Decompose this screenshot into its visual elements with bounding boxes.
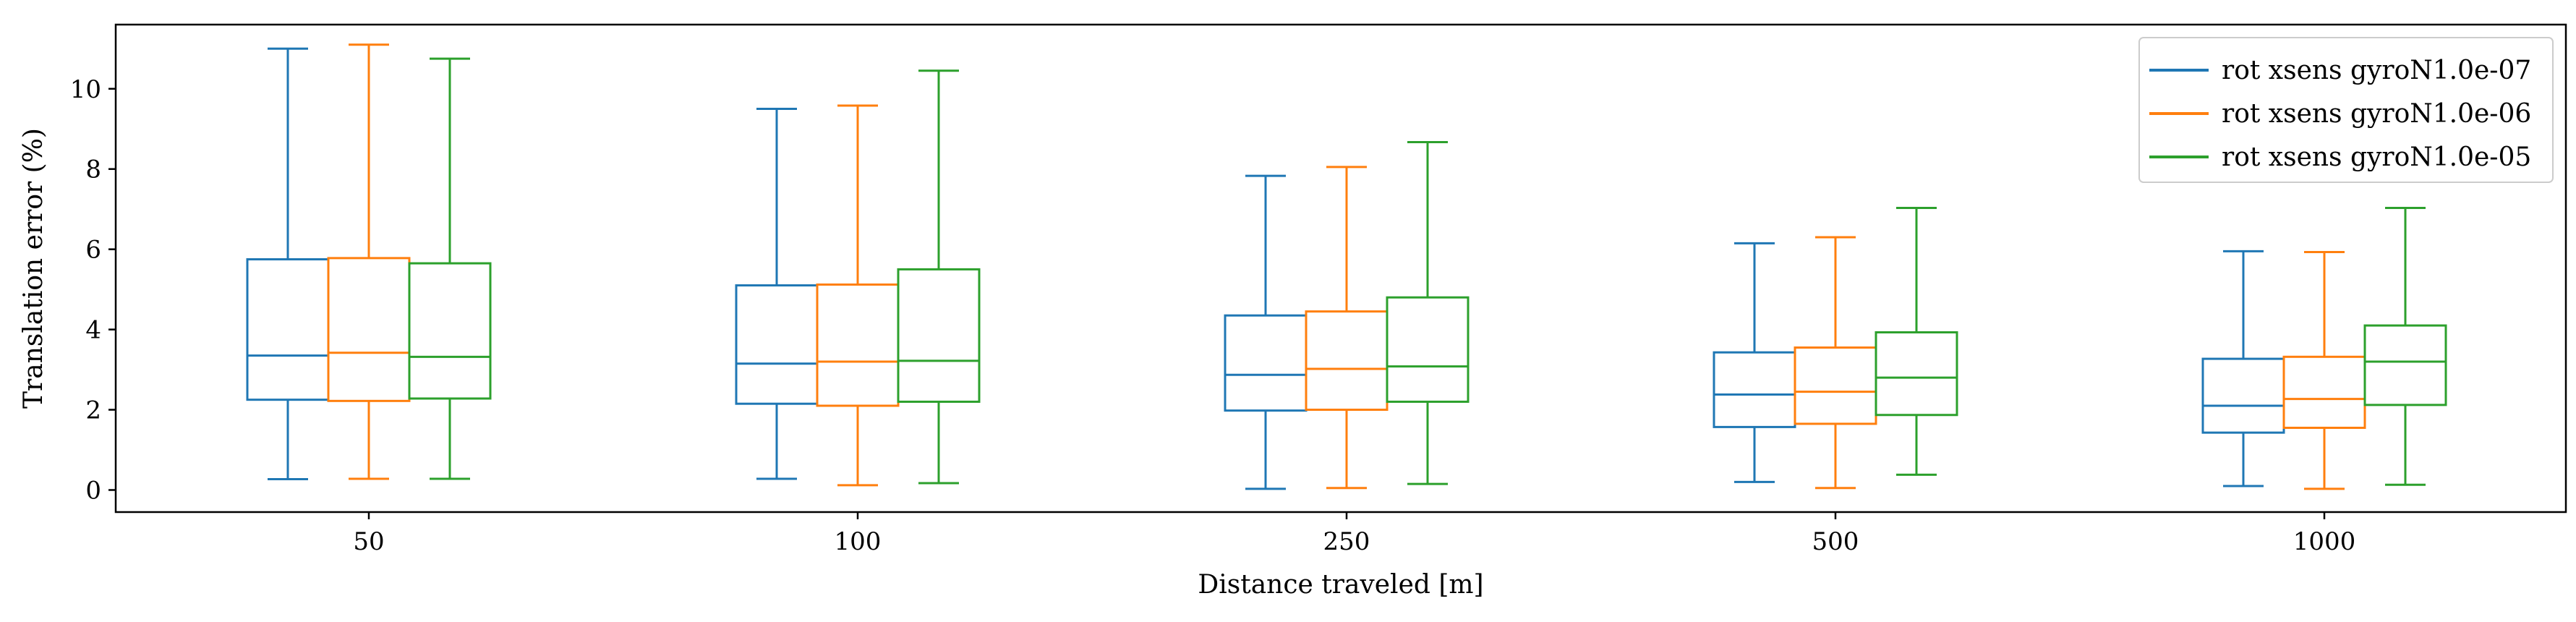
iqr-box bbox=[246, 258, 330, 401]
box-1-1000 bbox=[2201, 250, 2285, 487]
box-2-250 bbox=[1305, 166, 1389, 490]
iqr-box bbox=[1794, 346, 1877, 425]
iqr-box bbox=[897, 268, 981, 403]
y-tick-label: 2 bbox=[85, 396, 101, 425]
box-3-50 bbox=[408, 57, 492, 480]
iqr-box bbox=[327, 257, 411, 402]
box-1-50 bbox=[246, 47, 330, 481]
box-3-100 bbox=[897, 69, 981, 485]
iqr-box bbox=[1386, 296, 1470, 403]
x-axis-label: Distance traveled [m] bbox=[1198, 570, 1483, 600]
legend-label: rot xsens gyroN1.0e-05 bbox=[2222, 142, 2531, 172]
iqr-box bbox=[1305, 310, 1389, 412]
box-2-500 bbox=[1794, 236, 1877, 490]
x-tick-label: 50 bbox=[353, 527, 384, 556]
iqr-box bbox=[2201, 357, 2285, 434]
y-tick-label: 8 bbox=[85, 156, 101, 184]
box-3-1000 bbox=[2363, 207, 2447, 486]
iqr-box bbox=[735, 284, 819, 405]
box-1-100 bbox=[735, 107, 819, 480]
plot-marks bbox=[246, 43, 2447, 490]
box-1-500 bbox=[1713, 242, 1796, 483]
box-2-1000 bbox=[2282, 251, 2366, 490]
x-tick-label: 250 bbox=[1323, 527, 1370, 556]
y-tick-label: 10 bbox=[70, 75, 101, 104]
box-3-250 bbox=[1386, 141, 1470, 485]
iqr-box bbox=[2363, 324, 2447, 406]
y-axis: 0 2 4 6 8 10 bbox=[70, 75, 116, 505]
x-tick-label: 500 bbox=[1812, 527, 1859, 556]
iqr-box bbox=[2282, 355, 2366, 430]
box-1-250 bbox=[1224, 174, 1308, 490]
plot-frame bbox=[114, 23, 2567, 514]
iqr-box bbox=[1224, 314, 1308, 412]
box-3-500 bbox=[1875, 207, 1958, 476]
iqr-box bbox=[1713, 351, 1796, 428]
y-tick-label: 4 bbox=[85, 316, 101, 345]
iqr-box bbox=[408, 262, 492, 400]
legend-label: rot xsens gyroN1.0e-07 bbox=[2222, 56, 2531, 85]
legend-frame bbox=[2138, 37, 2554, 183]
x-tick-label: 1000 bbox=[2293, 527, 2356, 556]
iqr-box bbox=[816, 283, 900, 407]
legend-label: rot xsens gyroN1.0e-06 bbox=[2222, 99, 2531, 129]
y-tick-label: 0 bbox=[85, 476, 101, 505]
y-axis-label: Translation error (%) bbox=[19, 128, 48, 409]
x-axis: 50 100 250 500 1000 bbox=[353, 512, 2355, 556]
box-2-50 bbox=[327, 43, 411, 480]
box-2-100 bbox=[816, 104, 900, 487]
legend: rot xsens gyroN1.0e-07 rot xsens gyroN1.0… bbox=[2138, 37, 2554, 183]
y-tick-label: 6 bbox=[85, 236, 101, 265]
iqr-box bbox=[1875, 331, 1958, 417]
x-tick-label: 100 bbox=[835, 527, 882, 556]
